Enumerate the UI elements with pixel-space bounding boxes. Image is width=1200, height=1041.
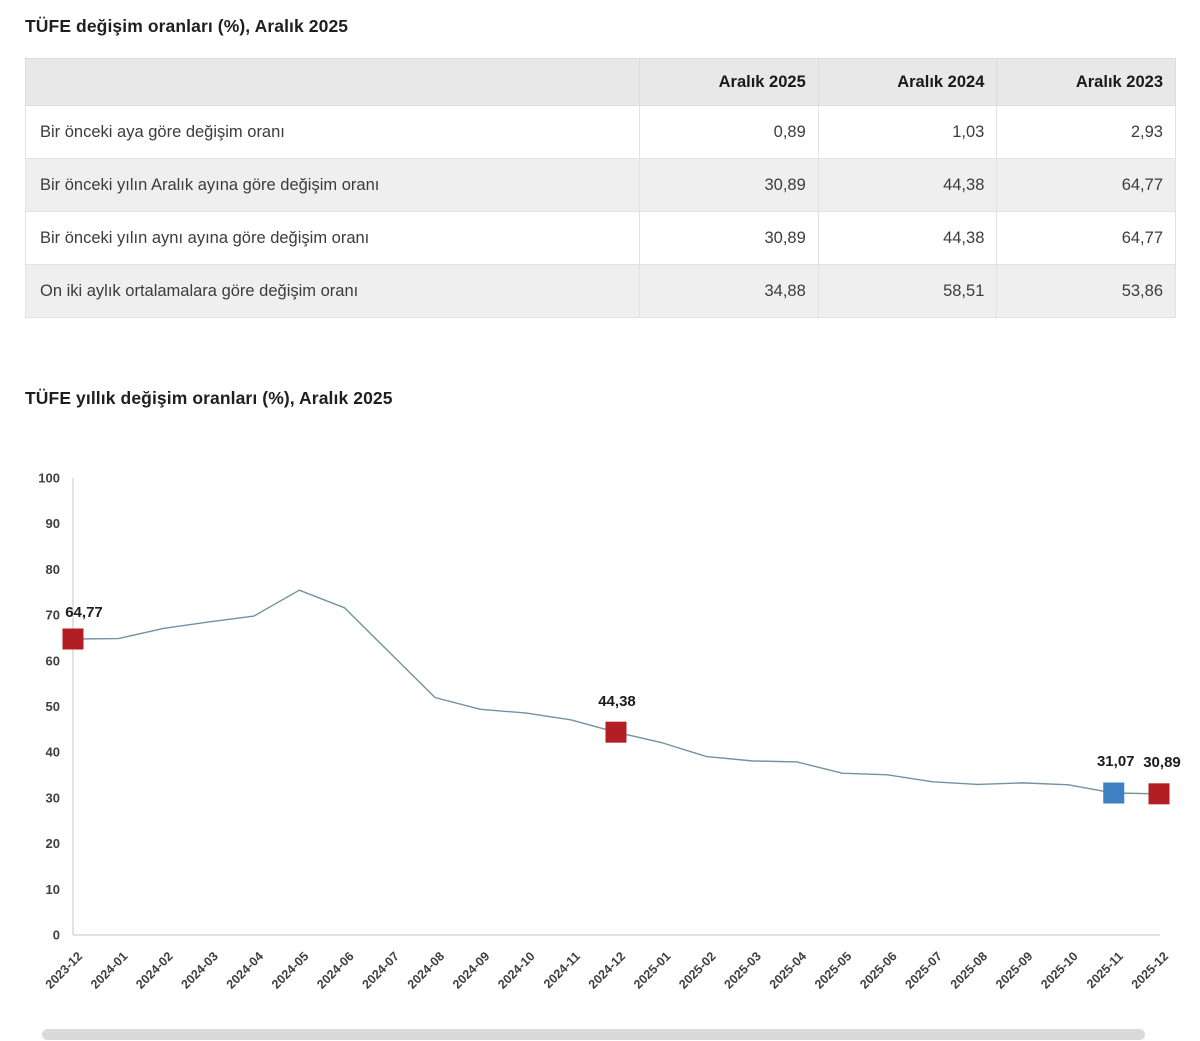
x-tick-label: 2025-02 [676, 949, 718, 991]
x-tick-label: 2024-07 [360, 949, 402, 991]
y-tick-label: 90 [46, 516, 60, 531]
data-marker-2024-12 [605, 721, 627, 743]
data-label-2025-11: 31,07 [1097, 753, 1135, 770]
x-tick-label: 2025-10 [1038, 949, 1080, 991]
x-tick-label: 2024-12 [586, 949, 628, 991]
x-tick-label: 2024-02 [133, 949, 175, 991]
annual-cpi-line-chart: 0 10 20 30 40 50 60 70 80 90 100 2023-12 2024-01 2024… [0, 450, 1200, 1015]
row-label: Bir önceki aya göre değişim oranı [24, 105, 641, 159]
y-tick-label: 0 [53, 928, 60, 943]
x-tick-label: 2024-06 [314, 949, 356, 991]
y-tick-label: 20 [46, 836, 60, 851]
cell-value: 0,89 [639, 105, 819, 159]
y-tick-label: 30 [46, 790, 60, 805]
x-tick-label: 2024-04 [224, 949, 266, 991]
cpi-rates-table: Aralık 2025 Aralık 2024 Aralık 2023 Bir … [24, 58, 1176, 318]
y-tick-label: 50 [46, 699, 60, 714]
x-tick-label: 2025-06 [857, 949, 899, 991]
x-tick-label: 2024-03 [179, 949, 221, 991]
data-marker-2023-12 [62, 628, 84, 650]
y-tick-label: 40 [46, 745, 60, 760]
x-tick-label: 2023-12 [43, 949, 85, 991]
x-tick-label: 2025-03 [722, 949, 764, 991]
y-tick-label: 100 [38, 471, 60, 486]
x-tick-label: 2025-08 [948, 949, 990, 991]
table-row: Bir önceki yılın aynı ayına göre değişim… [24, 211, 1176, 265]
x-tick-label: 2025-11 [1084, 949, 1126, 991]
horizontal-scrollbar[interactable] [42, 1029, 1145, 1040]
data-label-2024-12: 44,38 [598, 693, 636, 710]
cell-value: 34,88 [639, 264, 819, 318]
table-row: On iki aylık ortalamalara göre değişim o… [24, 264, 1176, 318]
table-header-empty [24, 58, 641, 106]
cell-value: 30,89 [639, 211, 819, 265]
x-tick-label: 2025-09 [993, 949, 1035, 991]
cell-value: 1,03 [817, 105, 998, 159]
x-tick-label: 2025-07 [903, 949, 945, 991]
x-tick-label: 2024-09 [450, 949, 492, 991]
table-title: TÜFE değişim oranları (%), Aralık 2025 [25, 16, 349, 36]
data-label-2025-12: 30,89 [1143, 754, 1181, 771]
table-row: Bir önceki yılın Aralık ayına göre değiş… [24, 158, 1176, 212]
data-label-2023-12: 64,77 [65, 604, 103, 621]
y-tick-label: 10 [46, 882, 60, 897]
x-tick-label: 2025-12 [1129, 949, 1171, 991]
chart-title: TÜFE yıllık değişim oranları (%), Aralık… [25, 388, 393, 408]
row-label: Bir önceki yılın aynı ayına göre değişim… [24, 211, 641, 265]
y-tick-label: 80 [46, 562, 60, 577]
x-tick-label: 2024-01 [88, 949, 130, 991]
data-marker-2025-12 [1148, 783, 1170, 805]
x-tick-label: 2025-05 [812, 949, 854, 991]
cell-value: 44,38 [817, 211, 998, 265]
x-tick-label: 2024-05 [269, 949, 311, 991]
row-label: On iki aylık ortalamalara göre değişim o… [24, 264, 641, 318]
x-tick-label: 2024-10 [495, 949, 537, 991]
table-header-aralik-2025: Aralık 2025 [639, 58, 819, 106]
x-tick-label: 2024-11 [541, 949, 583, 991]
table-header-aralik-2024: Aralık 2024 [817, 58, 998, 106]
y-tick-label: 70 [46, 608, 60, 623]
table-header-aralik-2023: Aralık 2023 [996, 58, 1176, 106]
trend-line [72, 589, 1160, 795]
cell-value: 64,77 [996, 211, 1176, 265]
cell-value: 30,89 [639, 158, 819, 212]
cell-value: 58,51 [817, 264, 998, 318]
cell-value: 64,77 [996, 158, 1176, 212]
table-row: Bir önceki aya göre değişim oranı 0,89 1… [24, 105, 1176, 159]
cell-value: 2,93 [996, 105, 1176, 159]
data-marker-2025-11 [1103, 782, 1125, 804]
cell-value: 44,38 [817, 158, 998, 212]
y-tick-label: 60 [46, 653, 60, 668]
cell-value: 53,86 [996, 264, 1176, 318]
row-label: Bir önceki yılın Aralık ayına göre değiş… [24, 158, 641, 212]
x-tick-label: 2025-04 [767, 949, 809, 991]
x-tick-label: 2025-01 [631, 949, 673, 991]
x-tick-label: 2024-08 [405, 949, 447, 991]
table-header-row: Aralık 2025 Aralık 2024 Aralık 2023 [24, 58, 1176, 106]
